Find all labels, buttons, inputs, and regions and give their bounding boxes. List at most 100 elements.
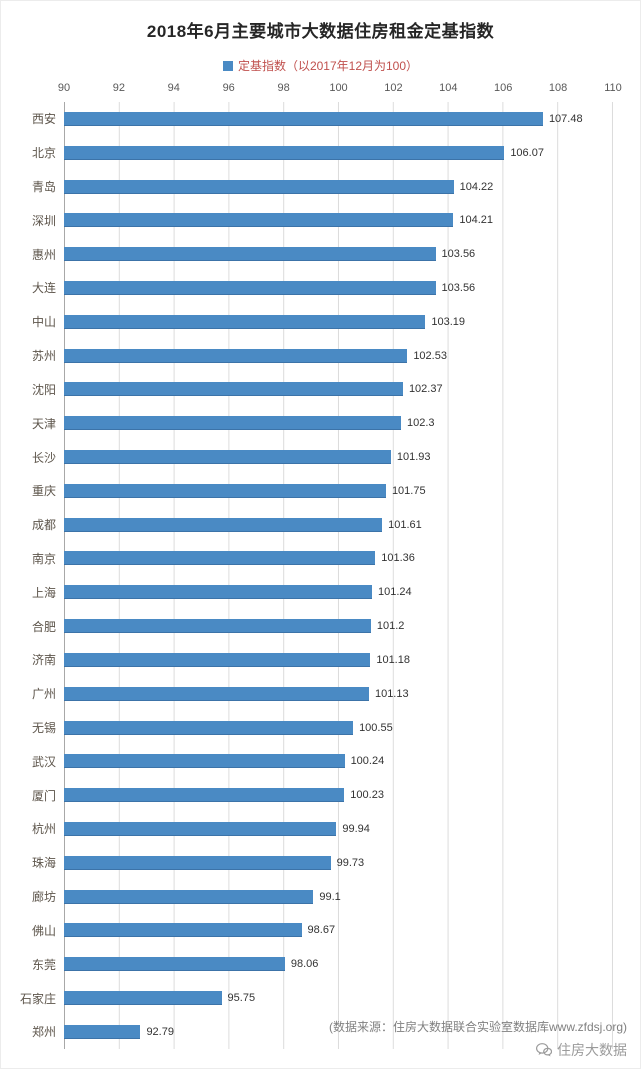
bar: [64, 686, 369, 701]
value-label: 101.2: [376, 620, 405, 633]
value-label: 102.53: [413, 349, 447, 362]
bar-row: 大连 103.56: [32, 271, 612, 305]
bar: [64, 213, 454, 228]
value-label: 104.21: [459, 214, 493, 227]
plot-area: 西安 107.48 北京 106.07 青岛 104.22 深圳 104.21 惠州 103.56…: [20, 102, 613, 1049]
x-tick-label: 106: [494, 82, 513, 94]
category-label: 杭州: [31, 822, 56, 837]
bar-row: 重庆 101.75: [32, 474, 612, 508]
bar-row: 广州 101.13: [32, 677, 612, 711]
value-label: 99.1: [319, 890, 341, 903]
chart-legend: 定基指数（以2017年12月为100）: [1, 57, 640, 74]
value-label: 101.13: [374, 687, 409, 700]
category-label: 郑州: [31, 1025, 56, 1040]
value-label: 98.06: [290, 958, 319, 971]
legend-swatch-icon: [222, 60, 233, 71]
category-label: 珠海: [31, 856, 56, 871]
value-label: 92.79: [146, 1025, 174, 1038]
bar: [64, 585, 372, 600]
bar-row: 东莞 98.06: [32, 947, 612, 981]
bar-row: 无锡 100.55: [32, 711, 612, 745]
bar-row: 厦门 100.23: [32, 778, 612, 812]
bar: [64, 821, 337, 836]
watermark: 住房大数据: [536, 1040, 627, 1060]
bar-row: 成都 101.61: [32, 508, 612, 542]
value-label: 101.61: [388, 518, 422, 531]
bar-row: 珠海 99.73: [32, 846, 612, 880]
value-label: 101.24: [377, 586, 412, 599]
bar: [64, 1024, 141, 1039]
bar: [64, 179, 454, 194]
category-label: 重庆: [31, 484, 56, 499]
x-tick-label: 102: [384, 82, 403, 94]
bar-row: 合肥 101.2: [32, 609, 612, 643]
value-label: 101.18: [376, 653, 410, 666]
bar: [64, 991, 222, 1006]
category-label: 深圳: [31, 213, 56, 228]
value-label: 99.94: [342, 822, 370, 835]
category-label: 上海: [31, 585, 56, 600]
x-tick-label: 108: [548, 82, 568, 94]
bar-row: 武汉 100.24: [32, 744, 612, 778]
x-tick-label: 104: [439, 82, 458, 94]
bar: [64, 788, 345, 803]
category-label: 惠州: [31, 247, 56, 262]
category-label: 长沙: [31, 450, 56, 465]
bar: [64, 247, 436, 262]
bar: [64, 923, 302, 938]
category-label: 中山: [31, 315, 56, 330]
category-label: 北京: [31, 146, 56, 161]
bar-row: 北京 106.07: [32, 136, 612, 170]
category-label: 廊坊: [31, 890, 56, 905]
data-source-note: (数据来源：住房大数据联合实验室数据库www.zfdsj.org): [328, 1020, 627, 1034]
value-label: 102.37: [408, 383, 443, 396]
bar: [64, 416, 402, 431]
value-label: 103.19: [431, 315, 466, 328]
value-label: 100.23: [350, 789, 384, 802]
value-label: 103.56: [441, 248, 476, 261]
bar-row: 青岛 104.22: [32, 170, 612, 204]
category-label: 南京: [31, 551, 56, 566]
bar: [64, 111, 543, 126]
category-label: 西安: [31, 112, 56, 127]
bar-row: 西安 107.48: [32, 102, 612, 136]
category-label: 东莞: [31, 957, 56, 972]
value-label: 101.36: [381, 552, 415, 565]
x-tick-label: 110: [604, 82, 622, 94]
x-tick-label: 94: [167, 82, 180, 94]
value-label: 107.48: [548, 112, 583, 125]
bar-row: 佛山 98.67: [32, 914, 612, 948]
bar-row: 苏州 102.53: [32, 339, 612, 373]
bar: [64, 957, 285, 972]
bar-row: 廊坊 99.1: [32, 880, 612, 914]
value-label: 95.75: [227, 992, 256, 1005]
x-tick-label: 96: [222, 82, 235, 94]
bar-row: 郑州 92.79: [32, 1015, 612, 1049]
bar: [64, 382, 403, 397]
bar-row: 石家庄 95.75: [20, 981, 612, 1015]
x-tick-label: 92: [112, 82, 126, 94]
bar-row: 上海 101.24: [32, 575, 612, 609]
category-label: 成都: [31, 518, 56, 533]
category-label: 青岛: [31, 180, 56, 195]
bar-row: 天津 102.3: [32, 406, 612, 440]
value-label: 98.67: [307, 924, 336, 937]
x-tick-label: 98: [277, 82, 290, 94]
wechat-icon: [536, 1043, 552, 1057]
bar-row: 中山 103.19: [32, 305, 612, 339]
value-label: 104.22: [459, 180, 494, 193]
bar: [64, 517, 383, 532]
category-label: 无锡: [31, 721, 56, 736]
bar-row: 南京 101.36: [32, 542, 612, 576]
bar: [64, 145, 505, 160]
bar: [64, 280, 436, 295]
watermark-label: 住房大数据: [557, 1042, 627, 1058]
category-label: 合肥: [31, 619, 56, 634]
bar: [64, 720, 354, 735]
bar: [64, 619, 371, 634]
bar: [64, 551, 376, 566]
bar: [64, 348, 408, 363]
bar: [64, 889, 314, 904]
bar-row: 沈阳 102.37: [32, 373, 612, 407]
legend-label: 定基指数（以2017年12月为100）: [237, 59, 419, 73]
